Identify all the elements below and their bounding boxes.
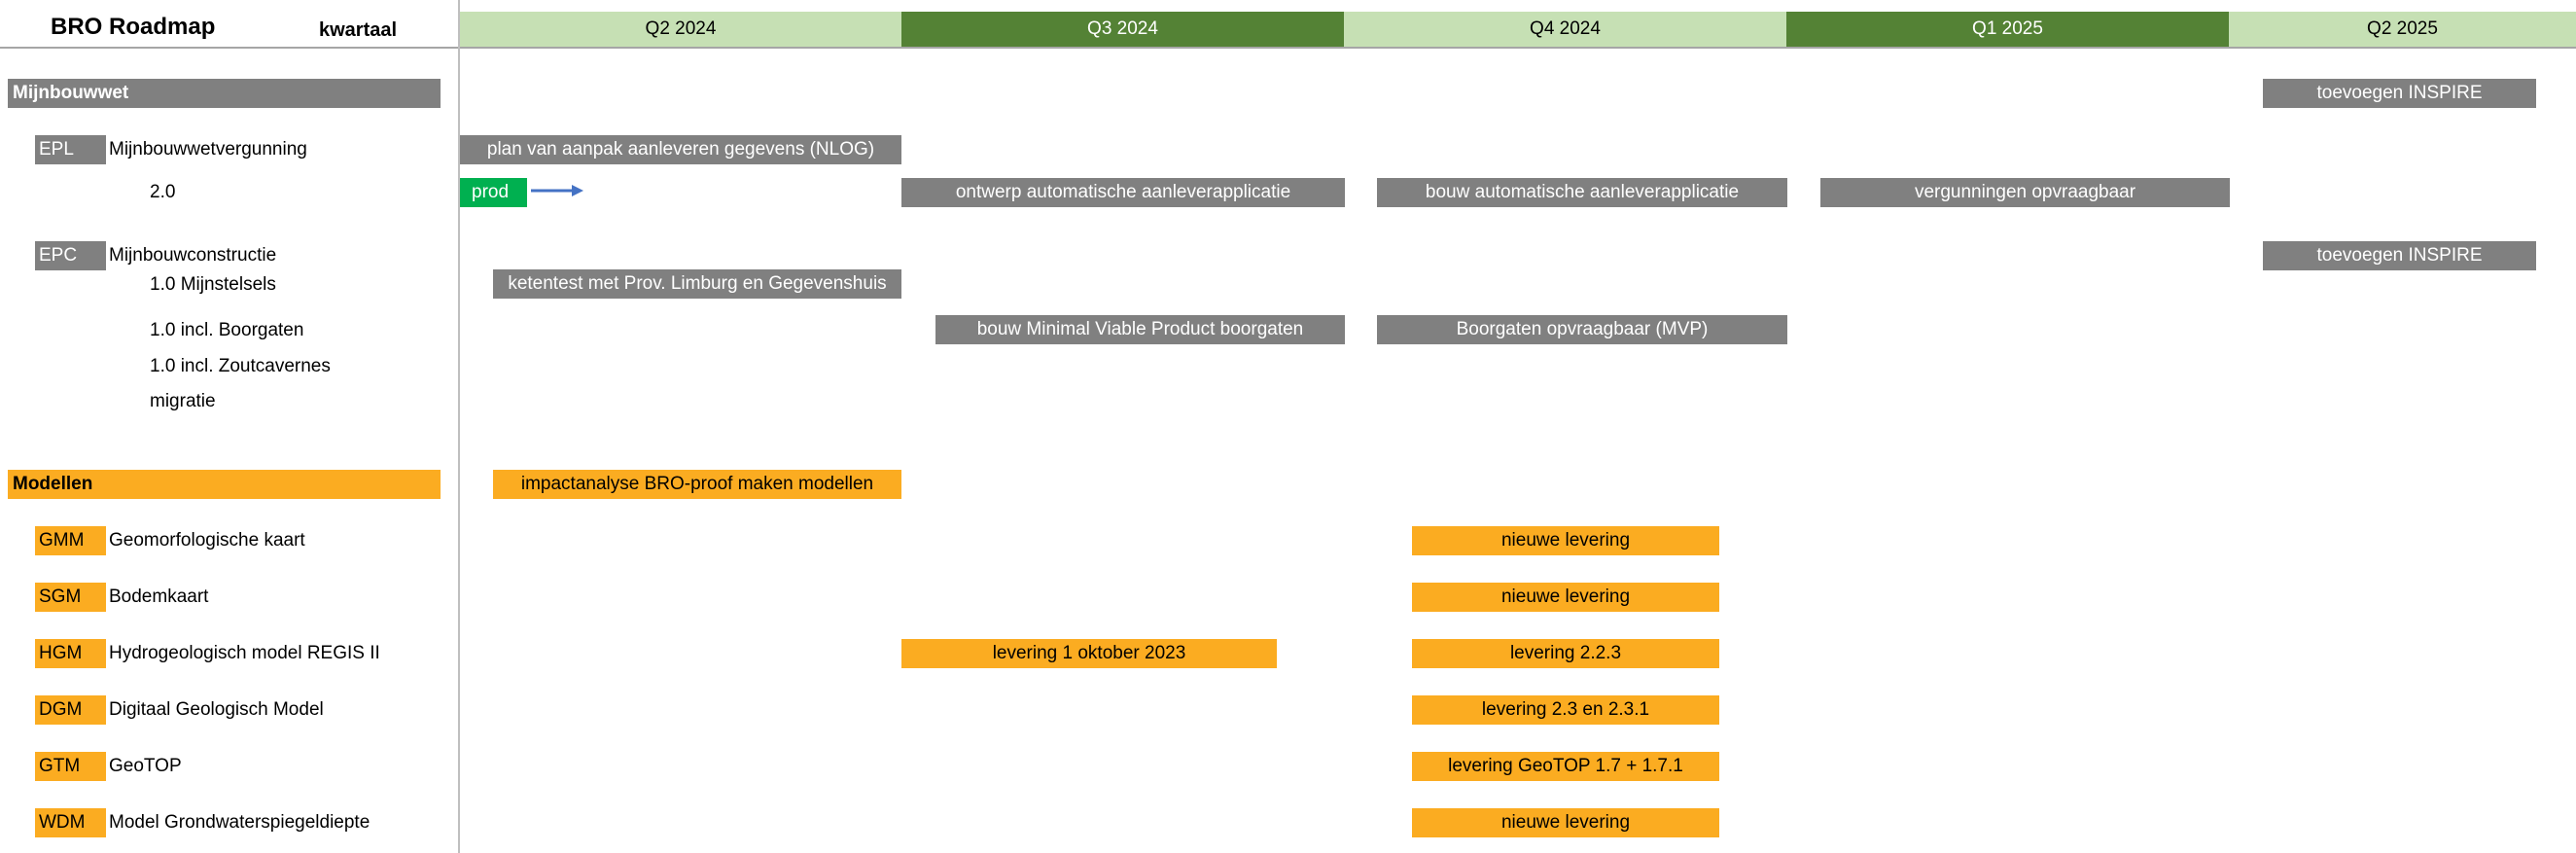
- item-code-badge: SGM: [35, 583, 106, 612]
- quarter-header: Q4 2024: [1344, 12, 1786, 47]
- item-code-badge: GMM: [35, 526, 106, 555]
- quarter-header: Q3 2024: [901, 12, 1344, 47]
- timeline-bar[interactable]: vergunningen opvraagbaar: [1820, 178, 2230, 207]
- item-code-badge: WDM: [35, 808, 106, 837]
- item-label: Bodemkaart: [109, 586, 209, 607]
- quarter-header: Q1 2025: [1786, 12, 2229, 47]
- item-code-badge: HGM: [35, 639, 106, 668]
- item-label: Model Grondwaterspiegeldiepte: [109, 812, 371, 833]
- timeline-bar[interactable]: nieuwe levering: [1412, 583, 1719, 612]
- subitem-label: migratie: [150, 391, 216, 411]
- period-label: kwartaal: [319, 19, 398, 41]
- timeline-bar[interactable]: nieuwe levering: [1412, 526, 1719, 555]
- subitem-label: 1.0 incl. Zoutcavernes: [150, 356, 331, 376]
- timeline-bar[interactable]: levering 2.2.3: [1412, 639, 1719, 668]
- timeline-bar[interactable]: bouw automatische aanleverapplicatie: [1377, 178, 1787, 207]
- item-label: GeoTOP: [109, 756, 182, 776]
- subitem-label: 1.0 Mijnstelsels: [150, 274, 276, 295]
- page-title: BRO Roadmap: [51, 14, 216, 40]
- item-label: Geomorfologische kaart: [109, 530, 305, 551]
- timeline-bar[interactable]: nieuwe levering: [1412, 808, 1719, 837]
- timeline-bar[interactable]: levering 2.3 en 2.3.1: [1412, 695, 1719, 725]
- item-code-badge: EPL: [35, 135, 106, 164]
- quarter-header: Q2 2025: [2229, 12, 2576, 47]
- timeline-bar[interactable]: ketentest met Prov. Limburg en Gegevensh…: [493, 269, 901, 299]
- timeline-bar[interactable]: Boorgaten opvraagbaar (MVP): [1377, 315, 1787, 344]
- section-header: Mijnbouwwet: [8, 79, 441, 108]
- section-header: Modellen: [8, 470, 441, 499]
- item-label: Mijnbouwwetvergunning: [109, 139, 307, 160]
- quarter-header: Q2 2024: [460, 12, 901, 47]
- timeline-bar[interactable]: toevoegen INSPIRE: [2263, 79, 2536, 108]
- item-label: Hydrogeologisch model REGIS II: [109, 643, 380, 663]
- item-code-badge: DGM: [35, 695, 106, 725]
- column-divider: [458, 0, 460, 853]
- timeline-bar[interactable]: plan van aanpak aanleveren gegevens (NLO…: [460, 135, 901, 164]
- arrow-right-icon: [531, 185, 583, 196]
- item-code-badge: GTM: [35, 752, 106, 781]
- timeline-bar[interactable]: levering 1 oktober 2023: [901, 639, 1277, 668]
- timeline-bar[interactable]: toevoegen INSPIRE: [2263, 241, 2536, 270]
- item-label: Digitaal Geologisch Model: [109, 699, 324, 720]
- item-label: Mijnbouwconstructie: [109, 245, 277, 266]
- timeline-bar[interactable]: prod: [460, 178, 527, 207]
- timeline-bar[interactable]: bouw Minimal Viable Product boorgaten: [935, 315, 1345, 344]
- subitem-label: 2.0: [150, 182, 176, 202]
- item-code-badge: EPC: [35, 241, 106, 270]
- timeline-bar[interactable]: levering GeoTOP 1.7 + 1.7.1: [1412, 752, 1719, 781]
- header-divider: [0, 47, 2576, 49]
- timeline-bar[interactable]: ontwerp automatische aanleverapplicatie: [901, 178, 1345, 207]
- subitem-label: 1.0 incl. Boorgaten: [150, 320, 304, 340]
- timeline-bar[interactable]: impactanalyse BRO-proof maken modellen: [493, 470, 901, 499]
